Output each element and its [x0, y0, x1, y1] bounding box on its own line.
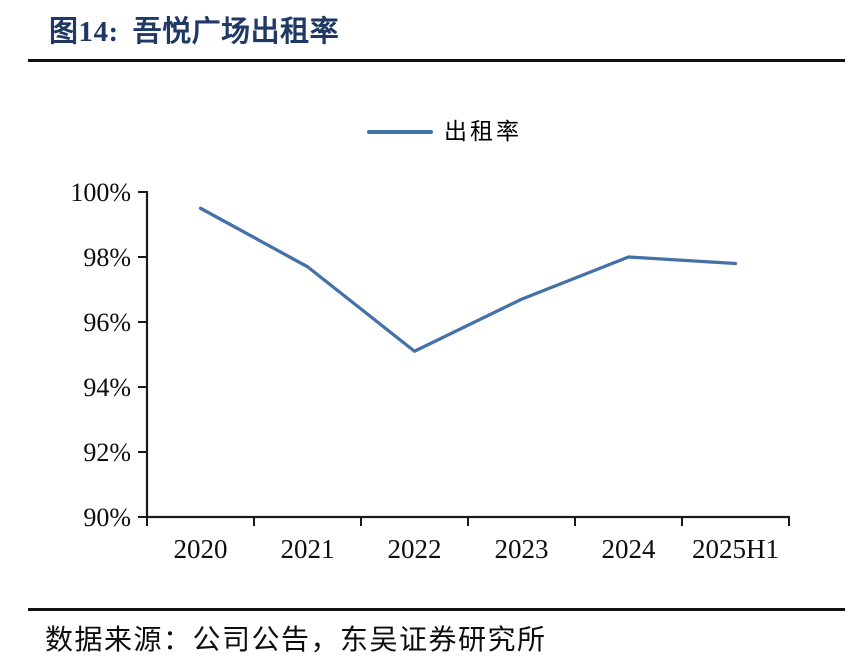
legend-label: 出租率: [444, 119, 522, 144]
bottom-divider: [28, 608, 845, 611]
x-axis-label: 2022: [388, 534, 442, 564]
figure-title: 图14: 吾悦广场出租率: [49, 8, 339, 50]
figure-number-label: 图14:: [49, 16, 119, 48]
data-source-note: 数据来源：公司公告，东吴证券研究所: [45, 625, 547, 656]
x-axis-label: 2023: [495, 534, 549, 564]
x-axis-label: 2020: [174, 534, 228, 564]
legend-line-swatch: [367, 130, 433, 134]
x-axis-label: 2024: [602, 534, 657, 564]
y-axis-label: 100%: [70, 178, 131, 207]
x-axis-label: 2025H1: [692, 534, 779, 564]
chart-legend: 出租率: [367, 118, 522, 146]
y-axis-label: 98%: [83, 243, 131, 272]
y-axis-label: 96%: [83, 308, 131, 337]
y-axis-label: 94%: [83, 373, 131, 402]
figure-name: 吾悦广场出租率: [132, 16, 340, 48]
y-axis-label: 90%: [83, 503, 131, 532]
x-axis-label: 2021: [281, 534, 335, 564]
series-line-occupancy: [198, 206, 738, 353]
top-divider: [28, 59, 845, 62]
y-axis-label: 92%: [83, 438, 131, 467]
